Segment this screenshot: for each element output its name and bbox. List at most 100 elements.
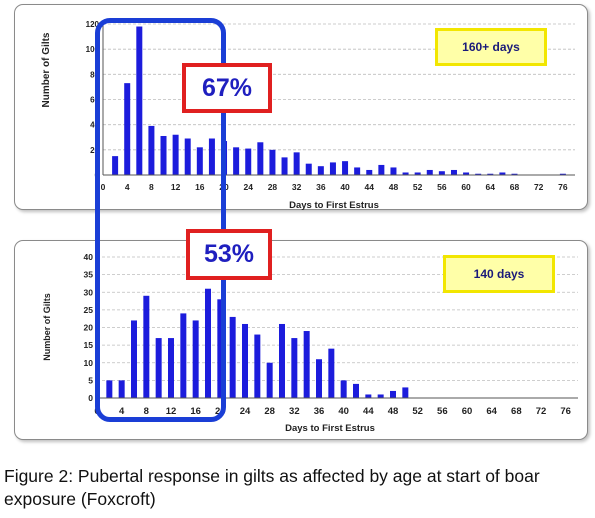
x-tick-label: 76	[558, 182, 568, 192]
bar	[377, 394, 384, 398]
chart-title-160-days: 160+ days	[435, 28, 547, 66]
bar	[184, 138, 191, 175]
bar	[438, 171, 445, 175]
bar	[316, 359, 322, 398]
bar	[131, 320, 137, 398]
bar	[160, 135, 167, 175]
x-tick-label: 12	[171, 182, 181, 192]
bar	[354, 167, 361, 175]
x-tick-label: 52	[413, 182, 423, 192]
x-axis-label: Days to First Estrus	[285, 423, 375, 434]
bar	[281, 157, 288, 175]
x-tick-label: 68	[511, 406, 522, 417]
bar	[254, 334, 261, 398]
x-tick-label: 4	[119, 406, 125, 417]
x-tick-label: 28	[264, 406, 275, 417]
y-tick-label: 35	[84, 270, 94, 280]
bar	[196, 147, 203, 175]
bar	[366, 169, 373, 175]
x-tick-label: 40	[340, 182, 350, 192]
bar	[279, 323, 285, 398]
x-tick-label: 72	[534, 182, 544, 192]
x-tick-label: 8	[149, 182, 154, 192]
bar	[291, 338, 298, 398]
bar	[205, 288, 211, 398]
bar	[390, 390, 396, 398]
bar	[365, 394, 372, 398]
bar	[269, 149, 276, 175]
x-tick-label: 12	[166, 406, 177, 417]
bar	[293, 152, 300, 175]
bar	[402, 387, 409, 398]
bar	[172, 134, 179, 175]
x-tick-label: 48	[388, 406, 399, 417]
bar	[328, 348, 335, 398]
bar	[463, 172, 470, 175]
bar	[208, 138, 215, 175]
x-tick-label: 48	[389, 182, 399, 192]
x-tick-label: 44	[363, 406, 374, 417]
y-tick-label: 20	[84, 323, 94, 333]
x-tick-label: 36	[314, 406, 325, 417]
bar	[180, 313, 187, 398]
bar	[559, 173, 566, 175]
x-tick-label: 32	[292, 182, 302, 192]
x-tick-label: 28	[268, 182, 278, 192]
x-tick-label: 56	[437, 182, 447, 192]
y-tick-label: 20	[90, 146, 99, 155]
bar	[257, 142, 264, 175]
y-tick-label: 10	[84, 358, 94, 368]
bar	[233, 147, 240, 175]
y-tick-label: 80	[90, 70, 99, 79]
x-tick-label: 0	[101, 182, 106, 192]
x-tick-label: 16	[190, 406, 201, 417]
bar	[414, 172, 421, 175]
chart-title-140-days: 140 days	[443, 255, 555, 293]
bar	[329, 162, 336, 175]
bar	[168, 338, 174, 398]
bar	[353, 383, 359, 398]
bar	[118, 380, 125, 398]
y-tick-label: 120	[86, 20, 100, 29]
percent-callout-160-days: 67%	[182, 63, 272, 113]
x-tick-label: 64	[486, 406, 497, 417]
bar	[317, 166, 324, 175]
bar	[487, 173, 494, 175]
y-tick-label: 40	[84, 252, 94, 262]
x-tick-label: 40	[338, 406, 349, 417]
x-tick-label: 24	[240, 406, 251, 417]
x-tick-label: 60	[461, 182, 471, 192]
percent-callout-140-days: 53%	[186, 229, 272, 280]
bar	[229, 316, 236, 398]
x-tick-label: 60	[462, 406, 473, 417]
x-tick-label: 52	[412, 406, 423, 417]
bar	[475, 173, 482, 175]
x-tick-label: 32	[289, 406, 300, 417]
bar	[192, 320, 199, 398]
figure-caption: Figure 2: Pubertal response in gilts as …	[4, 466, 540, 509]
bar	[511, 173, 518, 175]
first-20-days-highlight-box	[95, 18, 226, 422]
bar	[450, 169, 457, 175]
bar	[426, 169, 433, 175]
bar	[124, 83, 131, 175]
bar	[266, 362, 273, 398]
x-tick-label: 56	[437, 406, 448, 417]
bar	[217, 299, 224, 398]
x-tick-label: 72	[536, 406, 547, 417]
y-tick-label: 25	[84, 305, 94, 315]
bar	[305, 163, 312, 175]
y-tick-label: 5	[88, 375, 93, 385]
bar	[245, 148, 252, 175]
x-tick-label: 68	[510, 182, 520, 192]
x-tick-label: 36	[316, 182, 326, 192]
y-tick-label: 60	[90, 96, 99, 105]
bar	[112, 156, 119, 175]
y-tick-label: 15	[84, 340, 94, 350]
bar	[342, 161, 349, 175]
x-tick-label: 8	[144, 406, 149, 417]
y-tick-label: 40	[90, 121, 99, 130]
bar	[143, 295, 150, 398]
y-tick-label: 100	[86, 45, 100, 54]
